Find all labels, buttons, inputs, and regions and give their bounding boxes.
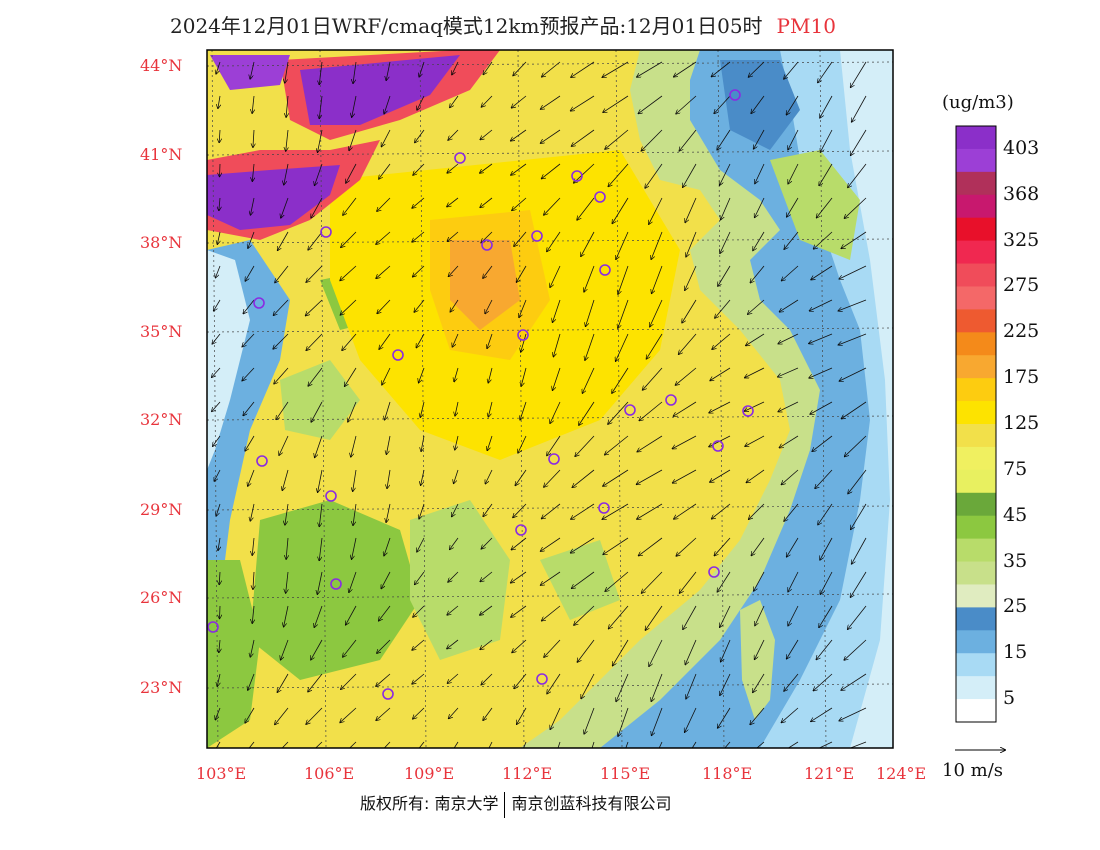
legend-tick-label: 75	[1003, 457, 1028, 480]
legend-swatch	[956, 584, 996, 608]
station-marker	[531, 230, 543, 242]
wind-vectors	[212, 61, 867, 748]
footer: 版权所有: 南京大学 南京创蓝科技有限公司	[360, 790, 672, 818]
map-frame	[206, 49, 894, 749]
station-marker	[253, 297, 265, 309]
legend-swatch	[956, 469, 996, 494]
map-plot-area	[207, 50, 893, 748]
title-main: 2024年12月01日WRF/cmaq模式12km预报产品:12月01日05时	[170, 14, 763, 38]
graticule	[206, 49, 894, 749]
legend-tick-label: 125	[1003, 412, 1040, 434]
color-legend-bar	[955, 125, 997, 723]
station-marker	[454, 152, 466, 164]
station-marker	[481, 239, 493, 251]
legend-tick-label: 25	[1003, 595, 1028, 618]
copyright-text: 版权所有: 南京大学	[360, 794, 499, 813]
legend-swatch	[956, 148, 996, 173]
lat-tick-label: 41°N	[140, 145, 183, 164]
station-marker	[624, 404, 636, 416]
station-marker	[330, 578, 342, 590]
company-text: 南京创蓝科技有限公司	[511, 794, 672, 813]
station-marker	[571, 170, 583, 182]
legend-tick-label: 5	[1003, 687, 1016, 710]
legend-swatch	[956, 607, 996, 631]
station-marker	[665, 394, 677, 406]
station-marker	[599, 264, 611, 276]
legend-swatch	[956, 561, 996, 585]
lat-tick-label: 26°N	[140, 588, 183, 607]
station-marker	[742, 405, 754, 417]
legend-swatch	[956, 194, 996, 219]
legend-swatch	[956, 240, 996, 265]
legend-swatch	[956, 378, 996, 402]
legend-swatch	[956, 401, 996, 425]
legend-swatch	[956, 263, 996, 287]
station-marker	[382, 688, 394, 700]
lat-tick-label: 35°N	[140, 322, 183, 341]
station-marker	[207, 621, 219, 633]
legend-unit: (ug/m3)	[942, 92, 1014, 113]
legend-swatch	[956, 286, 996, 310]
legend-swatch	[956, 515, 996, 540]
legend-swatch	[956, 653, 996, 677]
lon-tick-label: 106°E	[304, 764, 355, 783]
station-marker	[536, 673, 548, 685]
lon-tick-label: 112°E	[502, 764, 553, 783]
legend-tick-label: 275	[1003, 274, 1040, 297]
lon-tick-label: 118°E	[702, 764, 753, 783]
legend-tick-label: 45	[1003, 503, 1028, 526]
lat-tick-label: 44°N	[140, 56, 183, 75]
lat-tick-label: 38°N	[140, 233, 183, 252]
legend-swatch	[956, 355, 996, 379]
station-marker	[320, 226, 332, 238]
legend-tick-label: 403	[1003, 136, 1040, 159]
station-marker	[548, 453, 560, 465]
legend-swatch	[956, 630, 996, 654]
title-pollutant: PM10	[776, 14, 836, 38]
wind-scale-label: 10 m/s	[942, 760, 1003, 781]
legend-tick-label: 175	[1003, 366, 1040, 389]
station-marker	[712, 440, 724, 452]
legend-swatch	[956, 217, 996, 242]
lat-tick-label: 29°N	[140, 500, 183, 519]
legend-swatch	[956, 332, 996, 356]
station-marker	[256, 455, 268, 467]
legend-swatch	[956, 309, 996, 333]
legend-swatch	[956, 538, 996, 563]
station-marker	[729, 89, 741, 101]
legend-tick-label: 368	[1003, 182, 1040, 205]
legend-swatch	[956, 446, 996, 471]
legend-tick-label: 225	[1003, 320, 1040, 343]
lon-tick-label: 124°E	[876, 764, 927, 783]
legend-tick-label: 35	[1003, 549, 1028, 572]
lon-tick-label: 121°E	[804, 764, 855, 783]
station-marker	[392, 349, 404, 361]
legend-swatch	[956, 492, 996, 517]
legend-swatch	[956, 424, 996, 448]
legend-swatch	[956, 171, 996, 196]
station-marker	[594, 191, 606, 203]
station-marker	[515, 524, 527, 536]
station-marker	[325, 490, 337, 502]
station-marker	[708, 566, 720, 578]
station-marker	[598, 502, 610, 514]
city-stations	[207, 89, 754, 700]
legend-swatch	[956, 126, 996, 150]
legend-swatch	[956, 699, 996, 723]
map-title: 2024年12月01日WRF/cmaq模式12km预报产品:12月01日05时 P…	[170, 10, 836, 39]
legend-swatch	[956, 676, 996, 700]
legend-tick-label: 15	[1003, 641, 1028, 664]
station-marker	[517, 329, 529, 341]
lon-tick-label: 115°E	[600, 764, 651, 783]
lon-tick-label: 109°E	[404, 764, 455, 783]
legend-tick-label: 325	[1003, 228, 1040, 251]
lon-tick-label: 103°E	[196, 764, 247, 783]
lat-tick-label: 23°N	[140, 678, 183, 697]
lat-tick-label: 32°N	[140, 410, 183, 429]
